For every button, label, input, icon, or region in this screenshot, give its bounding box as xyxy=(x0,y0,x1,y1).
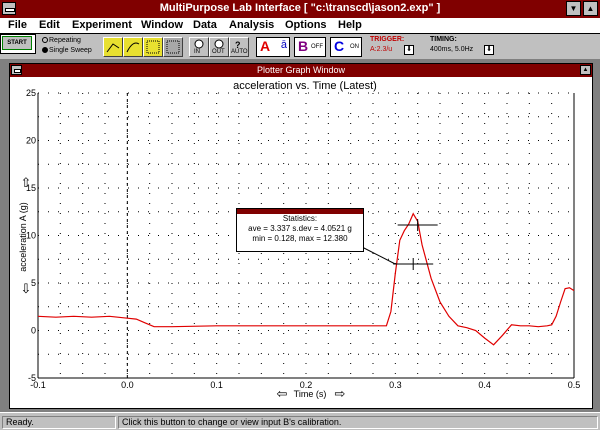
y-tick-label: 0 xyxy=(31,326,36,336)
line-tool-icon xyxy=(106,43,120,53)
auto-scale-icon: ? xyxy=(235,40,241,50)
x-axis-right-arrow-icon[interactable]: ⇨ xyxy=(335,386,346,401)
trigger-value: A:2.3/u xyxy=(370,46,393,53)
auto-label: AUTO xyxy=(231,49,248,55)
x-axis-label: Time (s) xyxy=(294,389,327,399)
minimize-button[interactable]: ▼ xyxy=(566,1,581,16)
zoom-in-label: IN xyxy=(194,49,200,55)
input-a-glyph: ā xyxy=(280,39,287,51)
child-system-menu-icon[interactable] xyxy=(11,65,22,75)
title-bar: MultiPurpose Lab Interface [ "c:\transcd… xyxy=(0,0,600,18)
y-tick-label: -5 xyxy=(28,373,36,383)
x-tick-label: 0.1 xyxy=(210,380,223,390)
y-tick-label: 5 xyxy=(31,278,36,288)
x-tick-label: -0.1 xyxy=(30,380,46,390)
input-a-letter: A xyxy=(260,38,271,54)
statistics-leader-line xyxy=(361,246,396,265)
timing-label: TIMING: xyxy=(430,36,457,43)
statistics-titlebar xyxy=(237,209,363,214)
y-tick-label: 10 xyxy=(26,231,36,241)
chart-title: acceleration vs. Time (Latest) xyxy=(233,80,377,92)
start-label: START xyxy=(2,36,32,50)
status-ready: Ready. xyxy=(2,416,116,429)
zoom-out-label: OUT xyxy=(212,49,225,55)
axes xyxy=(37,93,575,379)
zoom-in-button[interactable]: IN xyxy=(189,37,209,57)
toolbar: START Repeating Single Sweep IN OUT ? AU… xyxy=(0,34,600,60)
plotter-graph-window: Plotter Graph Window ▲ acceleration vs. … xyxy=(9,63,593,409)
child-maximize-button[interactable]: ▲ xyxy=(580,65,591,75)
markers xyxy=(361,219,438,270)
statistics-box[interactable]: Statistics: ave = 3.337 s.dev = 4.0521 g… xyxy=(236,208,364,252)
curve-tool-icon xyxy=(126,42,140,53)
x-tick-label: 0.4 xyxy=(478,380,491,390)
input-c-state: ON xyxy=(350,44,359,50)
y-axis-label-group: acceleration A (g) xyxy=(18,202,28,272)
menu-help[interactable]: Help xyxy=(338,19,362,31)
window-title: MultiPurpose Lab Interface [ "c:\transcd… xyxy=(159,2,441,14)
status-bar: Ready. Click this button to change or vi… xyxy=(0,412,600,430)
maximize-button[interactable]: ▲ xyxy=(583,1,598,16)
radio-repeating-label: Repeating xyxy=(49,37,81,44)
statistics-title: Statistics: xyxy=(282,214,318,223)
plot-window-title: Plotter Graph Window xyxy=(10,64,592,77)
menu-options[interactable]: Options xyxy=(285,19,327,31)
radio-off-icon xyxy=(42,37,48,44)
input-b-button[interactable]: B OFF xyxy=(294,37,326,57)
menu-window[interactable]: Window xyxy=(141,19,184,31)
x-tick-label: 0.5 xyxy=(568,380,581,390)
y-tick-label: 15 xyxy=(26,183,36,193)
zoom-in-icon xyxy=(194,39,204,49)
menu-analysis[interactable]: Analysis xyxy=(229,19,275,31)
timing-control: TIMING: 400ms, 5.0Hz xyxy=(430,36,473,53)
input-b-state: OFF xyxy=(311,44,323,50)
zoom-out-icon xyxy=(214,39,224,49)
y-tick-label: 25 xyxy=(26,88,36,98)
radio-single-label: Single Sweep xyxy=(49,47,92,54)
radio-single-sweep[interactable]: Single Sweep xyxy=(42,47,92,54)
menu-bar: File Edit Experiment Window Data Analysi… xyxy=(0,18,600,34)
tick-labels: -0.1 0.0 0.1 0.2 0.3 0.4 0.5 -5 0 5 10 15 20 25 xyxy=(26,88,580,390)
status-hint: Click this button to change or view inpu… xyxy=(118,416,598,429)
input-c-letter: C xyxy=(334,38,345,54)
auto-scale-button[interactable]: ? AUTO xyxy=(229,37,249,57)
menu-data[interactable]: Data xyxy=(193,19,217,31)
grid-tool-icon xyxy=(146,40,160,54)
grid-tool-button[interactable] xyxy=(143,37,163,57)
statistics-line2: min = 0.128, max = 12.380 xyxy=(252,234,348,243)
system-menu-icon[interactable] xyxy=(2,2,16,15)
x-axis-left-arrow-icon[interactable]: ⇦ xyxy=(277,386,288,401)
pattern-tool-icon xyxy=(166,40,180,54)
trigger-dropdown-button[interactable]: ⬇ xyxy=(404,45,414,55)
radio-on-icon xyxy=(42,47,48,54)
chart[interactable]: acceleration vs. Time (Latest) -0.1 0.0 0.… xyxy=(10,77,592,408)
timing-value: 400ms, 5.0Hz xyxy=(430,46,474,53)
x-tick-label: 0.0 xyxy=(121,380,134,390)
pattern-tool-button[interactable] xyxy=(163,37,183,57)
input-c-button[interactable]: C ON xyxy=(330,37,362,57)
statistics-line1: ave = 3.337 s.dev = 4.0521 g xyxy=(248,224,352,233)
radio-repeating[interactable]: Repeating xyxy=(42,37,81,44)
input-b-letter: B xyxy=(298,38,309,54)
y-axis-down-arrow-icon[interactable]: ⇩ xyxy=(21,281,32,296)
menu-edit[interactable]: Edit xyxy=(39,19,60,31)
y-tick-label: 20 xyxy=(26,136,36,146)
zoom-out-button[interactable]: OUT xyxy=(209,37,229,57)
y-axis-up-arrow-icon[interactable]: ⇧ xyxy=(21,175,32,190)
x-tick-label: 0.2 xyxy=(300,380,313,390)
menu-file[interactable]: File xyxy=(8,19,27,31)
trigger-control: TRIGGER: A:2.3/u xyxy=(370,36,404,53)
timing-dropdown-button[interactable]: ⬇ xyxy=(484,45,494,55)
x-tick-label: 0.3 xyxy=(389,380,402,390)
trigger-label: TRIGGER: xyxy=(370,36,405,43)
draw-line-tool-button[interactable] xyxy=(103,37,123,57)
menu-experiment[interactable]: Experiment xyxy=(72,19,132,31)
input-a-button[interactable]: A ā xyxy=(256,37,290,57)
y-axis-label: acceleration A (g) xyxy=(18,202,28,272)
start-button[interactable]: START xyxy=(0,34,36,54)
svg-text:?: ? xyxy=(235,40,241,50)
curve-tool-button[interactable] xyxy=(123,37,143,57)
